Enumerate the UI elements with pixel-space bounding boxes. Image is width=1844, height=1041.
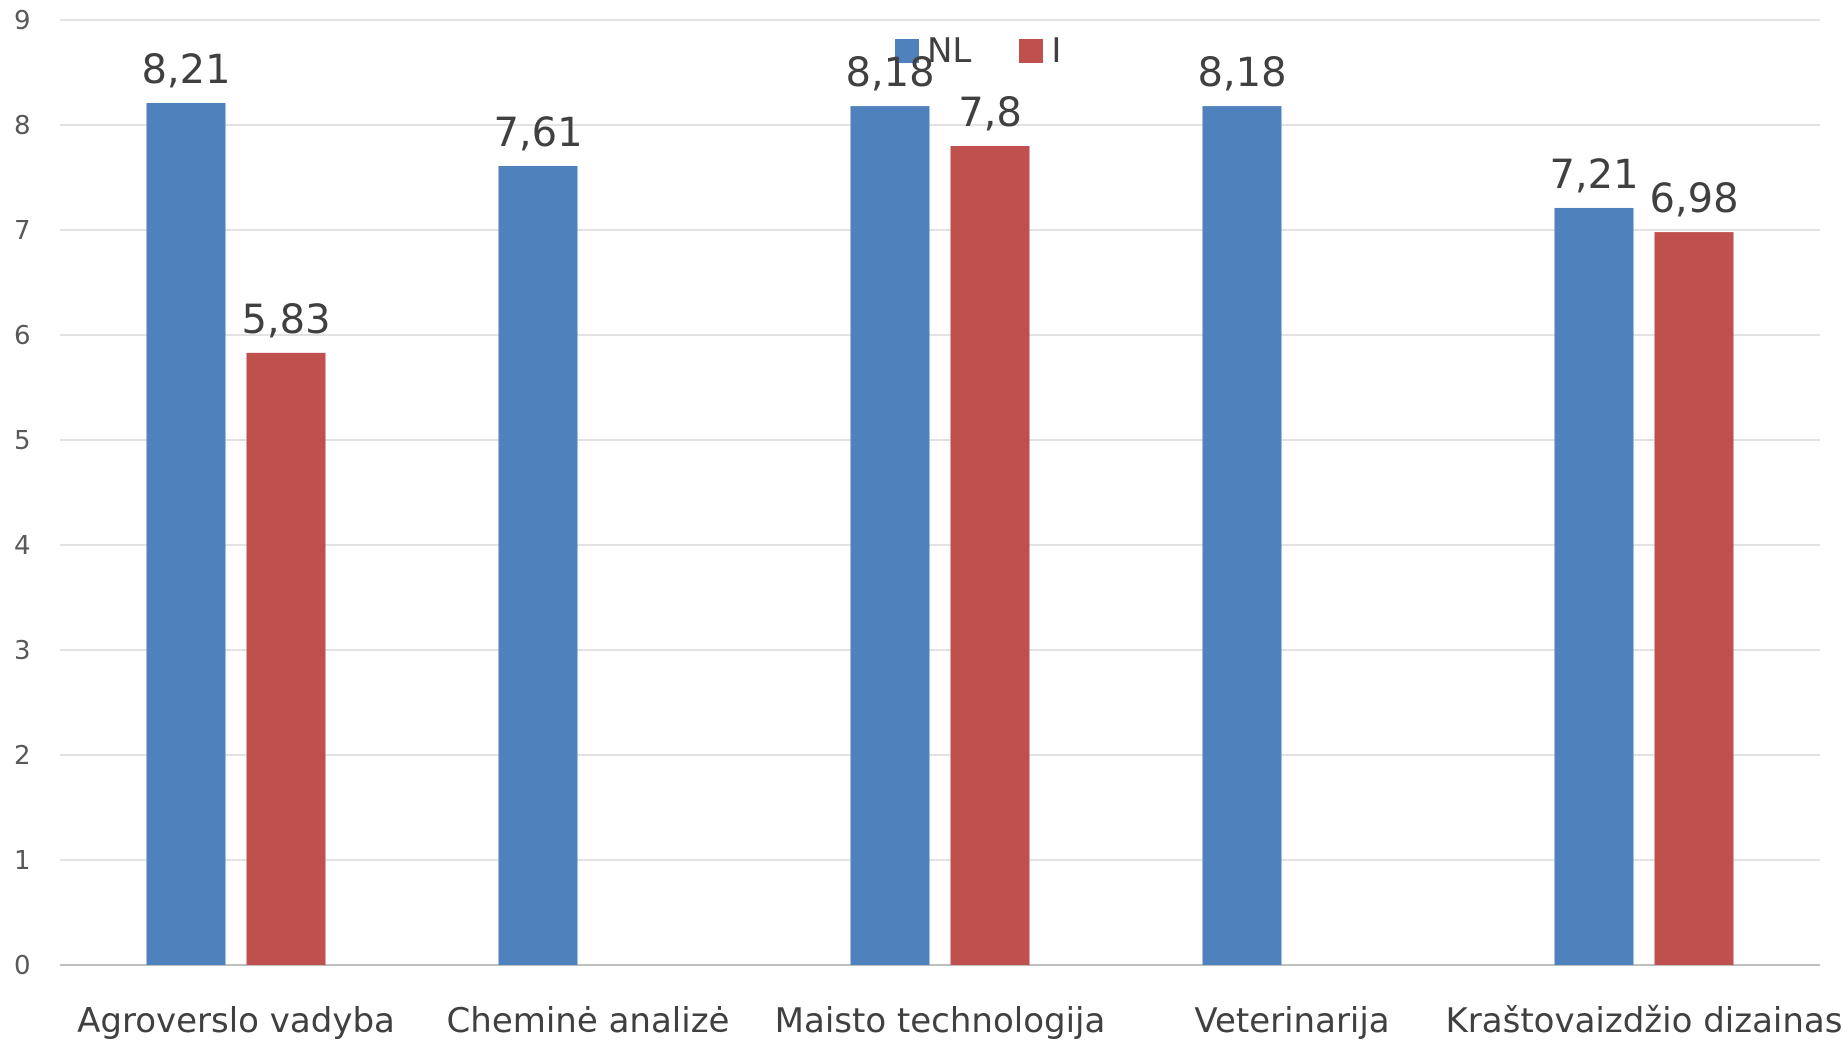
legend-label-i: I	[1051, 31, 1062, 71]
legend-swatch-i	[1019, 39, 1044, 63]
y-tick-label: 5	[14, 426, 31, 456]
x-category-label: Maisto technologija	[775, 1001, 1106, 1041]
data-label: 7,8	[958, 90, 1022, 136]
bar-nl-3	[1202, 106, 1282, 966]
bar-i-2	[950, 146, 1030, 965]
bar-i-0	[246, 352, 326, 966]
data-label: 5,83	[241, 297, 330, 343]
y-tick-label: 4	[14, 531, 31, 561]
bar-nl-4	[1554, 207, 1634, 965]
x-category-label: Kraštovaizdžio dizainas	[1446, 1001, 1843, 1041]
legend-item-i: I	[1019, 34, 1061, 68]
legend: NL I	[895, 34, 1109, 68]
y-tick-label: 8	[14, 111, 31, 141]
y-tick-label: 7	[14, 216, 31, 246]
y-tick-label: 1	[14, 846, 31, 876]
data-label: 7,21	[1549, 152, 1638, 198]
legend-item-nl: NL	[895, 34, 971, 68]
bar-i-4	[1654, 232, 1734, 966]
data-label: 8,18	[845, 50, 934, 96]
x-category-label: Veterinarija	[1194, 1001, 1389, 1041]
y-tick-label: 2	[14, 741, 31, 771]
data-label: 8,21	[141, 47, 230, 93]
y-tick-label: 9	[14, 6, 31, 36]
y-tick-label: 3	[14, 636, 31, 666]
legend-label-nl: NL	[927, 31, 972, 71]
y-tick-label: 0	[14, 951, 31, 981]
data-label: 6,98	[1649, 176, 1738, 222]
legend-swatch-nl	[895, 39, 919, 63]
bar-nl-0	[146, 102, 226, 965]
x-category-label: Agroverslo vadyba	[77, 1001, 395, 1041]
y-tick-label: 6	[14, 321, 31, 351]
bar-nl-2	[850, 106, 930, 966]
data-label: 8,18	[1197, 50, 1286, 96]
bar-nl-1	[498, 165, 578, 965]
data-label: 7,61	[493, 110, 582, 156]
x-category-label: Cheminė analizė	[447, 1001, 730, 1041]
